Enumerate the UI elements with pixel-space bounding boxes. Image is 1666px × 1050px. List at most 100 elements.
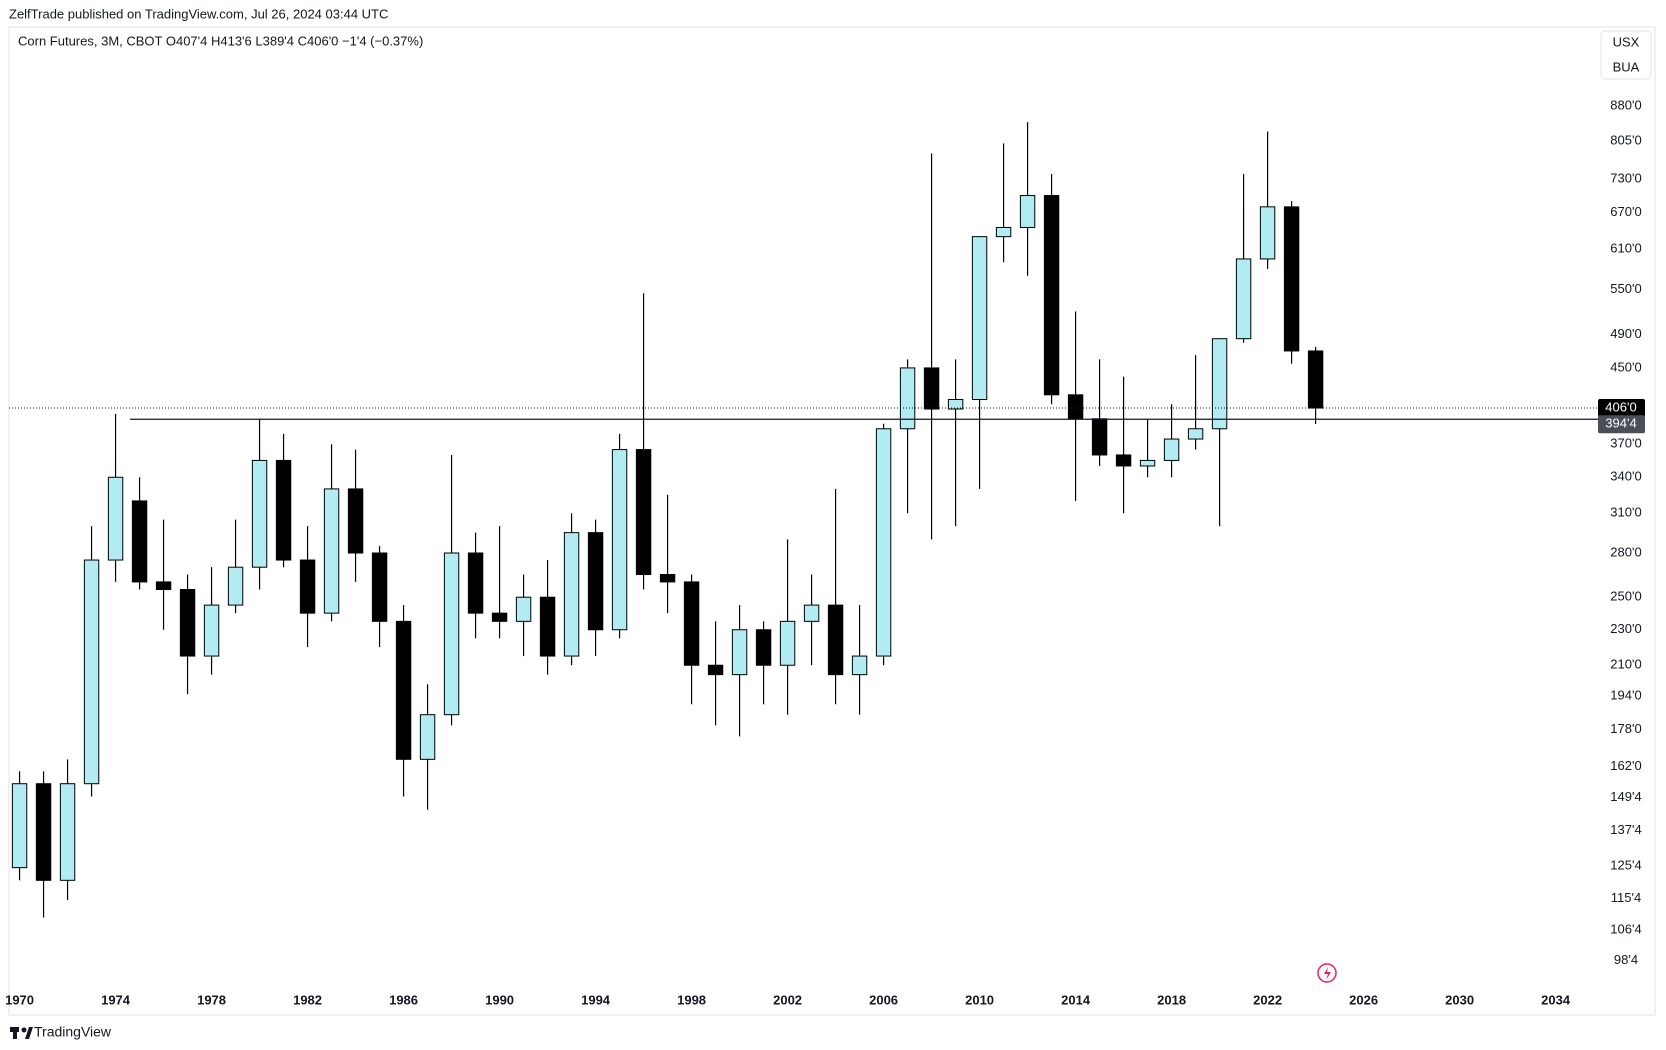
candle-body xyxy=(659,573,676,583)
x-tick-label: 1986 xyxy=(389,992,418,1007)
brand[interactable]: TradingView xyxy=(34,1024,112,1040)
y-tick-label: 280'0 xyxy=(1610,544,1641,559)
candle-body xyxy=(731,629,748,676)
symbol-line: Corn Futures, 3M, CBOT O407'4 H413'6 L38… xyxy=(18,33,423,48)
candle-body xyxy=(59,783,76,881)
candle-body xyxy=(1211,338,1228,430)
last-price-tag xyxy=(1598,399,1645,418)
candle-body xyxy=(803,604,820,622)
currency-box[interactable] xyxy=(1600,30,1652,80)
candle-body xyxy=(419,714,436,760)
x-tick-label: 2002 xyxy=(773,992,802,1007)
y-tick-label: 162'0 xyxy=(1610,758,1641,773)
candle-body xyxy=(875,428,892,657)
logo-mark[interactable] xyxy=(21,1027,27,1033)
x-tick-label: 1970 xyxy=(5,992,34,1007)
candle-body xyxy=(131,500,148,583)
logo-mark[interactable] xyxy=(13,1027,17,1039)
candle-body xyxy=(467,552,484,614)
brand-logo[interactable] xyxy=(10,1027,33,1039)
y-tick-label: 210'0 xyxy=(1610,657,1641,672)
candle-body xyxy=(1139,459,1156,467)
candle-body xyxy=(275,459,292,561)
candle-body xyxy=(971,236,988,401)
currency[interactable]: USX xyxy=(1613,34,1640,49)
y-tick-label: 490'0 xyxy=(1610,326,1641,341)
y-tick-label: 115'4 xyxy=(1611,890,1641,905)
candle-body xyxy=(347,488,364,554)
candle-body xyxy=(683,581,700,666)
candle-body xyxy=(1187,428,1204,440)
x-tick-label: 2010 xyxy=(965,992,994,1007)
x-tick-label: 2026 xyxy=(1349,992,1378,1007)
candle-body xyxy=(1091,418,1108,456)
candle-body xyxy=(1259,206,1276,260)
alert-icon-bolt[interactable] xyxy=(1324,967,1331,980)
x-tick-label: 1978 xyxy=(197,992,226,1007)
x-tick-label: 1982 xyxy=(293,992,322,1007)
candle-body xyxy=(1235,258,1252,340)
candle-body xyxy=(179,588,196,657)
y-tick-label: 106'4 xyxy=(1610,922,1641,937)
level-label: 394'4 xyxy=(1605,416,1636,431)
candle-body xyxy=(1283,206,1300,352)
candle-body xyxy=(395,620,412,760)
candle-body xyxy=(1067,394,1084,420)
candle-body xyxy=(707,664,724,676)
y-tick-label: 250'0 xyxy=(1610,589,1641,604)
candle-body xyxy=(299,559,316,614)
candle-body xyxy=(11,783,28,869)
x-tick-label: 1994 xyxy=(581,992,611,1007)
y-tick-label: 310'0 xyxy=(1610,505,1641,520)
candle-body xyxy=(371,552,388,622)
x-tick-label: 2014 xyxy=(1061,992,1091,1007)
candle-body xyxy=(251,459,268,568)
candle-body xyxy=(635,449,652,575)
x-tick-label: 2006 xyxy=(869,992,898,1007)
y-tick-label: 450'0 xyxy=(1610,359,1641,374)
candle-body xyxy=(1043,195,1060,396)
y-tick-label: 340'0 xyxy=(1610,469,1641,484)
candle-body xyxy=(563,532,580,657)
y-tick-label: 194'0 xyxy=(1610,688,1641,703)
candle-body xyxy=(947,399,964,410)
candle-body xyxy=(827,604,844,676)
candle-body xyxy=(35,783,52,881)
candle-body xyxy=(323,488,340,614)
y-tick-label: 149'4 xyxy=(1610,789,1641,804)
y-tick-label: 178'0 xyxy=(1610,721,1641,736)
y-tick-label: 370'0 xyxy=(1610,436,1641,451)
x-tick-label: 1974 xyxy=(101,992,131,1007)
y-tick-label: 230'0 xyxy=(1610,621,1641,636)
publisher: ZelfTrade published on TradingView.com, … xyxy=(9,6,388,21)
candle-body xyxy=(899,367,916,430)
x-tick-label: 2034 xyxy=(1541,992,1571,1007)
candle-body xyxy=(107,476,124,561)
y-tick-label: 880'0 xyxy=(1610,98,1641,113)
candle-body xyxy=(755,629,772,666)
candle-body xyxy=(491,612,508,622)
x-tick-label: 2018 xyxy=(1157,992,1186,1007)
y-tick-label: 550'0 xyxy=(1610,281,1641,296)
candle-body xyxy=(587,532,604,631)
x-tick-label: 1998 xyxy=(677,992,706,1007)
candle-body xyxy=(227,566,244,606)
candle-body xyxy=(83,559,100,785)
candle-body xyxy=(779,620,796,666)
candle-body xyxy=(923,367,940,410)
last-price-label: 406'0 xyxy=(1605,399,1636,414)
candle-body xyxy=(515,596,532,622)
logo-mark[interactable] xyxy=(25,1027,33,1039)
x-tick-label: 1990 xyxy=(485,992,514,1007)
candle-body xyxy=(539,596,556,657)
y-tick-label: 805'0 xyxy=(1610,132,1641,147)
candle-body xyxy=(995,226,1012,238)
candle-body xyxy=(1019,195,1036,228)
alert-icon[interactable] xyxy=(1317,963,1337,983)
y-tick-label: 98'4 xyxy=(1614,952,1638,967)
currency-unit[interactable]: BUA xyxy=(1613,59,1640,74)
candle-body xyxy=(203,604,220,657)
candle-body xyxy=(443,552,460,716)
